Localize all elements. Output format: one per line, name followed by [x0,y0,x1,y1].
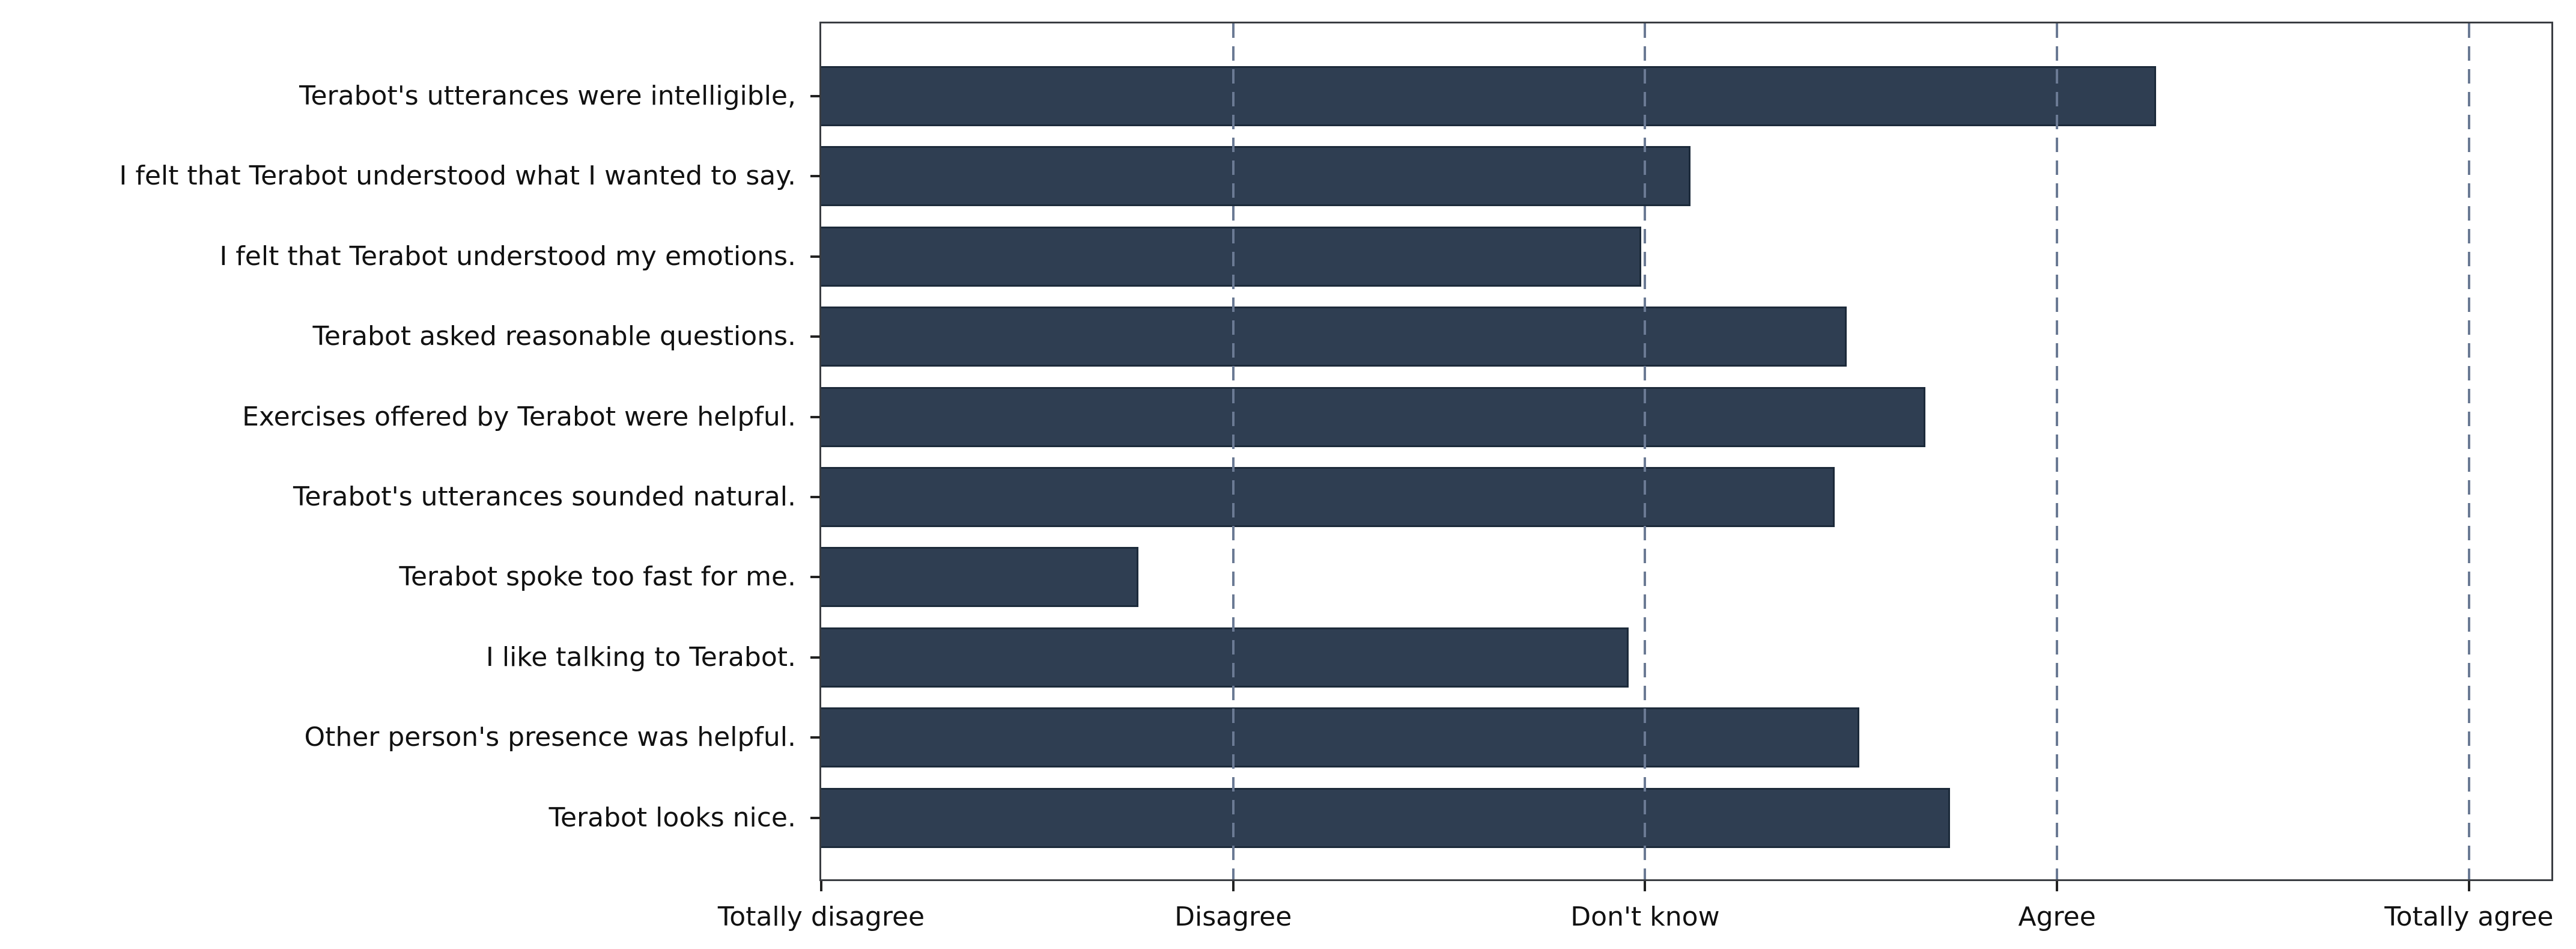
x-gridline [1232,23,1235,879]
y-tick-mark [810,415,820,418]
x-tick-label: Totally disagree [717,902,925,932]
bar [821,386,1925,447]
x-tick-mark [1232,881,1235,891]
y-tick-label: Terabot's utterances were intelligible, [299,81,796,111]
x-gridline [2056,23,2059,879]
bar [821,707,1859,768]
y-tick-mark [810,335,820,338]
y-tick-label: Terabot's utterances sounded natural. [293,481,796,512]
y-tick-mark [810,656,820,659]
bar [821,307,1847,367]
y-tick-mark [810,816,820,819]
x-gridline [2467,23,2470,879]
x-tick-mark [2467,881,2470,891]
y-tick-mark [810,175,820,178]
bar [821,226,1641,287]
y-tick-mark [810,736,820,739]
x-tick-label: Agree [2018,902,2096,932]
y-tick-label: Terabot spoke too fast for me. [399,561,796,593]
x-tick-label: Don't know [1570,902,1720,932]
bar [821,547,1138,608]
x-tick-mark [2056,881,2059,891]
y-tick-label: Terabot asked reasonable questions. [312,321,796,352]
y-tick-label: Other person's presence was helpful. [304,722,796,753]
y-tick-mark [810,255,820,258]
bar [821,467,1835,527]
plot-area [819,22,2553,881]
y-tick-label: I like talking to Terabot. [485,641,796,673]
y-tick-mark [810,95,820,97]
x-tick-mark [820,881,822,891]
bar [821,146,1690,207]
bar [821,787,1950,848]
x-tick-label: Disagree [1174,902,1292,932]
y-tick-label: Exercises offered by Terabot were helpfu… [242,401,796,432]
y-tick-label: Terabot looks nice. [548,802,796,833]
y-tick-label: I felt that Terabot understood my emotio… [219,240,796,272]
y-tick-mark [810,496,820,498]
x-tick-mark [1644,881,1647,891]
y-tick-label: I felt that Terabot understood what I wa… [119,160,796,192]
bar [821,627,1629,688]
x-tick-label: Totally agree [2384,902,2554,932]
y-tick-mark [810,576,820,579]
bar [821,66,2156,126]
x-gridline [1644,23,1647,879]
